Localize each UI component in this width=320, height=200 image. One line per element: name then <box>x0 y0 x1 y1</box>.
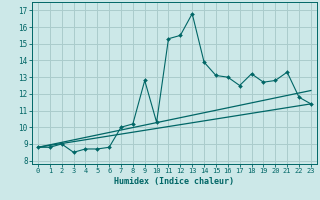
X-axis label: Humidex (Indice chaleur): Humidex (Indice chaleur) <box>115 177 234 186</box>
